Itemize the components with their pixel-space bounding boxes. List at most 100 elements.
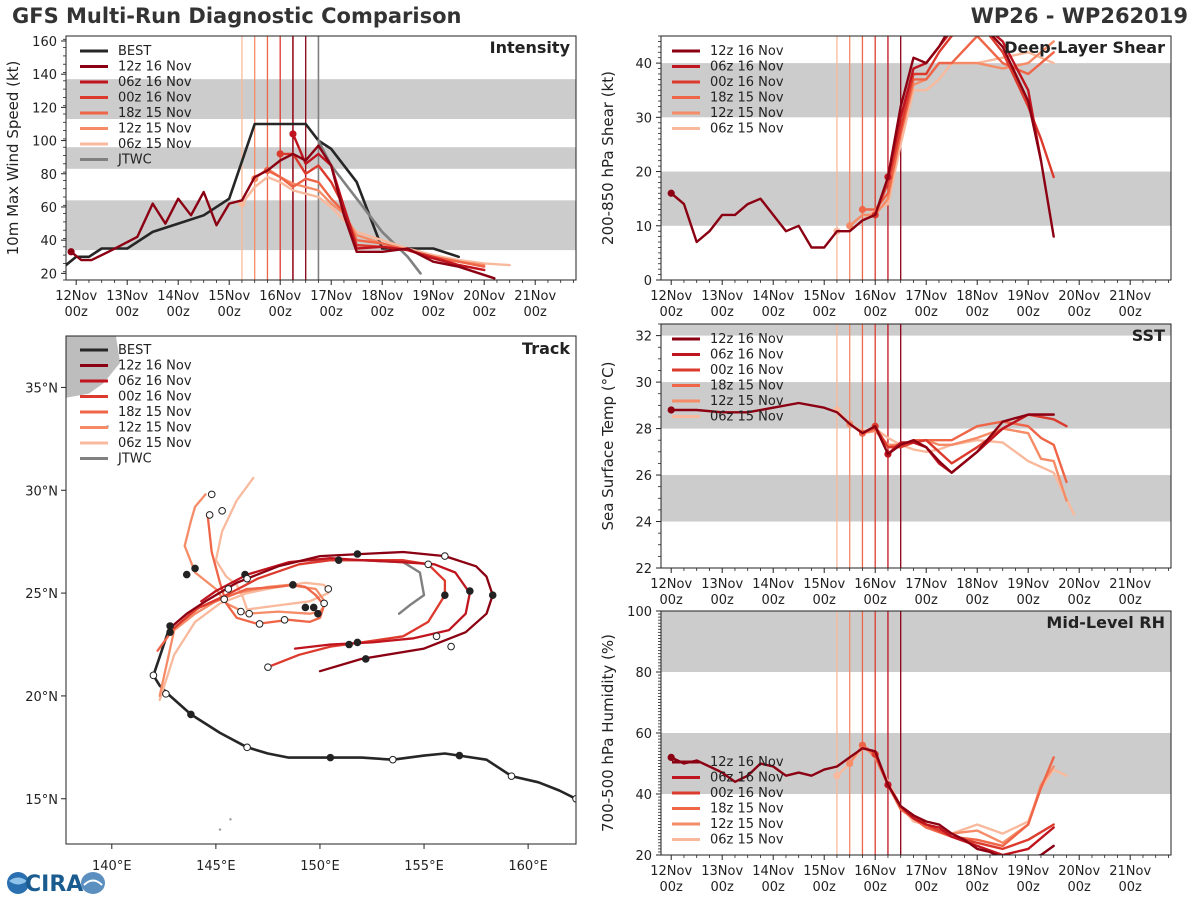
y-tick-label: 24 xyxy=(635,516,652,531)
model-series xyxy=(861,36,1055,211)
y-tick-label: 25°N xyxy=(25,587,58,602)
legend-label: 00z 16 Nov xyxy=(118,91,192,106)
x-tick-label: 16Nov xyxy=(854,864,896,879)
x-tick-label: 00z xyxy=(813,305,837,320)
track-position-marker xyxy=(441,552,449,560)
x-tick-label: 16Nov xyxy=(854,289,896,304)
init-point xyxy=(276,150,284,158)
x-tick-label: 00z xyxy=(864,593,888,608)
track-position-marker xyxy=(488,591,497,599)
legend-label: 06z 16 Nov xyxy=(118,374,192,389)
legend-label: 18z 15 Nov xyxy=(118,106,192,121)
x-tick-label: 17Nov xyxy=(905,577,947,592)
track-position-marker xyxy=(220,595,229,604)
panel-title: Track xyxy=(522,339,570,358)
legend-label: 12z 15 Nov xyxy=(710,106,784,121)
track-position-marker xyxy=(237,607,245,616)
track-position-marker xyxy=(314,609,322,618)
model-series xyxy=(670,401,1055,474)
track-position-marker xyxy=(424,560,433,569)
plot-area xyxy=(661,611,1171,855)
plot-area xyxy=(661,36,1171,280)
model-series xyxy=(670,747,1055,855)
legend-label: BEST xyxy=(118,343,151,358)
y-tick-label: 22 xyxy=(635,562,652,577)
x-tick-label: 12Nov xyxy=(55,289,97,304)
x-tick-label: 00z xyxy=(660,880,684,895)
model-track xyxy=(200,556,471,650)
plot-frame xyxy=(660,323,1172,569)
y-tick-label: 26 xyxy=(635,469,652,484)
x-tick-label: 00z xyxy=(116,305,140,320)
x-tick-label: 14Nov xyxy=(752,864,794,879)
x-tick-label: 15Nov xyxy=(803,864,845,879)
plot-area xyxy=(661,324,1171,568)
x-tick-label: 00z xyxy=(1119,305,1143,320)
x-tick-label: 00z xyxy=(915,305,939,320)
x-tick-label: 15Nov xyxy=(803,289,845,304)
y-tick-label: 80 xyxy=(40,168,57,183)
x-tick-label: 16Nov xyxy=(259,289,301,304)
x-tick-label: 19Nov xyxy=(1007,577,1049,592)
legend-label: 06z 15 Nov xyxy=(118,137,192,152)
track-position-marker xyxy=(224,585,233,593)
track-position-marker xyxy=(243,574,251,583)
x-tick-label: 17Nov xyxy=(905,289,947,304)
model-series xyxy=(69,144,496,280)
legend-label: 12z 15 Nov xyxy=(118,122,192,137)
y-tick-label: 10 xyxy=(635,220,652,235)
x-tick-label: 18Nov xyxy=(956,864,998,879)
legend-label: 06z 15 Nov xyxy=(710,122,784,137)
x-tick-label: 00z xyxy=(711,880,735,895)
init-point xyxy=(846,759,854,768)
x-tick-label: 19Nov xyxy=(1007,289,1049,304)
x-tick-label: 18Nov xyxy=(956,289,998,304)
x-tick-label: 00z xyxy=(1068,880,1092,895)
rh-panel: 2040608010012Nov00z13Nov00z14Nov00z15Nov… xyxy=(599,605,1172,895)
y-tick-label: 120 xyxy=(32,101,57,116)
track-position-marker xyxy=(243,743,251,752)
plot-frame xyxy=(65,335,577,845)
reference-band xyxy=(66,79,576,119)
x-tick-label: 20Nov xyxy=(1058,577,1100,592)
x-tick-label: 00z xyxy=(1017,305,1041,320)
x-tick-label: 00z xyxy=(1119,880,1143,895)
x-tick-label: 00z xyxy=(864,305,888,320)
y-axis-label: 700-500 hPa Humidity (%) xyxy=(599,634,617,832)
y-tick-label: 100 xyxy=(32,135,57,150)
legend-label: 18z 15 Nov xyxy=(710,91,784,106)
x-tick-label: 20Nov xyxy=(1058,289,1100,304)
x-tick-label: 00z xyxy=(1017,593,1041,608)
track-position-marker xyxy=(207,490,216,499)
x-tick-label: 12Nov xyxy=(650,864,692,879)
track-position-marker xyxy=(280,616,289,624)
best-track-series xyxy=(66,122,461,267)
y-tick-label: 30 xyxy=(635,376,652,391)
init-point xyxy=(846,222,854,230)
init-point xyxy=(667,753,675,762)
x-tick-label: 16Nov xyxy=(854,577,896,592)
x-tick-label: 17Nov xyxy=(905,864,947,879)
x-tick-label: 15Nov xyxy=(208,289,250,304)
x-tick-label: 13Nov xyxy=(701,864,743,879)
track-position-marker xyxy=(320,599,328,608)
x-tick-label: 00z xyxy=(473,305,497,320)
track-position-marker xyxy=(353,638,362,647)
y-tick-label: 30°N xyxy=(25,484,58,499)
legend-label: 06z 16 Nov xyxy=(118,75,192,90)
y-tick-label: 80 xyxy=(635,666,652,681)
track-position-marker xyxy=(326,753,335,762)
y-tick-label: 20 xyxy=(635,849,652,864)
x-tick-label: 00z xyxy=(1119,593,1143,608)
reference-band xyxy=(661,382,1171,429)
track-position-marker xyxy=(218,507,226,515)
x-tick-label: 00z xyxy=(1068,305,1092,320)
y-tick-label: 20 xyxy=(635,166,652,181)
plot-area xyxy=(66,336,576,831)
swirl-icon xyxy=(9,877,27,885)
y-tick-label: 40 xyxy=(635,788,652,803)
x-tick-label: 00z xyxy=(966,880,990,895)
panel-title: Intensity xyxy=(490,38,571,57)
x-tick-label: 150°E xyxy=(300,859,340,874)
track-position-marker xyxy=(441,591,449,599)
